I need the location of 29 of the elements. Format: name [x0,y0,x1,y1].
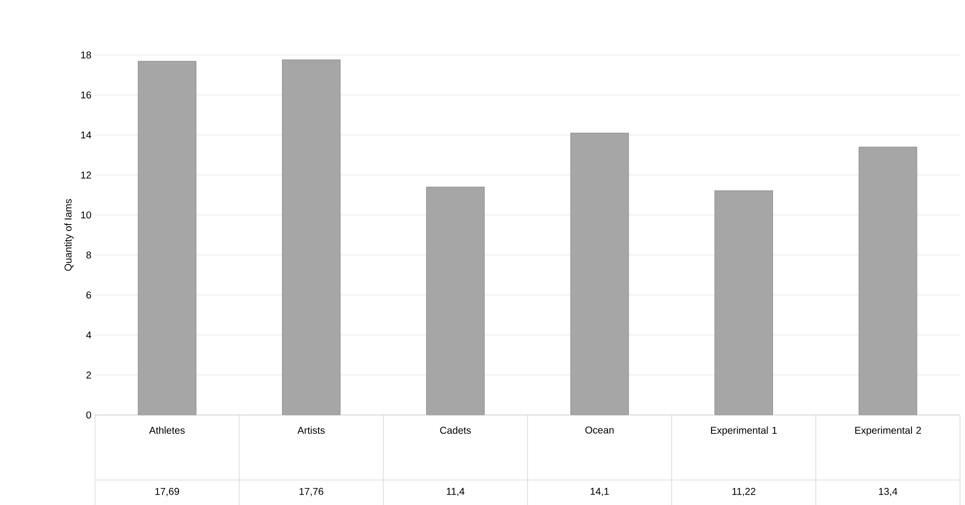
y-tick-label: 12 [81,172,91,178]
x-tick-label: Cadets [440,426,471,434]
y-tick-label: 0 [86,411,92,419]
y-tick-label: 8 [86,251,92,259]
y-axis-title: Quantity of Iams [64,199,74,271]
x-tick-label: Experimental 2 [855,426,921,436]
y-tick-label: 6 [86,291,92,299]
data-label: 11,4 [446,488,464,496]
data-label: 17,76 [300,488,324,496]
data-label: 17,69 [155,488,180,496]
bar [858,146,918,416]
bar [282,60,340,416]
y-tick-label: 16 [81,91,92,99]
x-tick-label: Athletes [149,426,185,434]
data-label: 13,4 [878,488,898,496]
bar [426,186,485,416]
bar [714,190,773,416]
x-tick-label: Experimental 1 [711,426,777,436]
bar [138,60,196,416]
x-tick-label: Ocean [585,426,614,434]
data-label: 11,22 [732,488,756,496]
y-tick-label: 14 [81,132,92,138]
y-tick-label: 10 [81,211,92,219]
y-tick-label: 4 [86,332,92,338]
y-tick-label: 2 [86,372,91,378]
data-label: 14,1 [590,488,609,496]
x-tick-label: Artists [297,426,325,434]
y-tick-label: 18 [81,51,92,59]
bar [570,132,629,416]
